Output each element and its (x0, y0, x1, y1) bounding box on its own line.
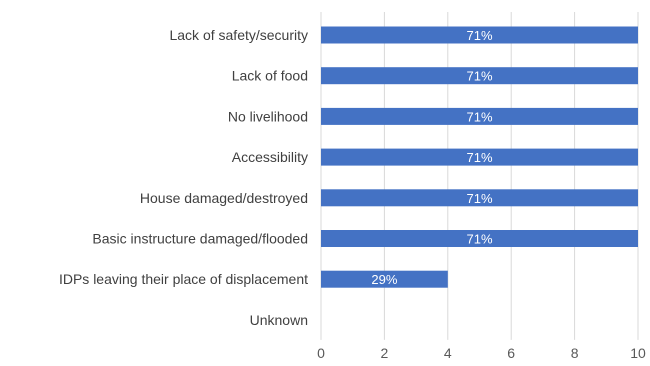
category-label: Accessibility (232, 149, 308, 165)
data-label: 71% (466, 69, 492, 84)
bars (321, 26, 638, 288)
gridlines (320, 12, 639, 340)
bar (321, 67, 638, 85)
category-label: Lack of safety/security (169, 27, 308, 43)
category-label: Basic instructure damaged/flooded (92, 231, 308, 247)
category-label: Unknown (250, 312, 308, 328)
data-label: 71% (466, 28, 492, 43)
x-tick-label: 2 (381, 345, 389, 361)
data-label: 71% (466, 232, 492, 247)
data-labels: 71% 71% 71% 71% 71% 71% 29% (371, 28, 493, 287)
data-label: 71% (466, 150, 492, 165)
bar (321, 148, 638, 166)
bar (321, 270, 448, 288)
category-label: No livelihood (228, 108, 308, 124)
category-label: IDPs leaving their place of displacement (59, 271, 308, 287)
bar (321, 230, 638, 247)
x-axis-ticks: 0 2 4 6 8 10 (317, 345, 646, 361)
category-label: House damaged/destroyed (140, 190, 308, 206)
bar (321, 107, 638, 125)
bar (321, 189, 638, 207)
data-label: 71% (466, 191, 492, 206)
category-labels: Lack of safety/security Lack of food No li… (59, 27, 308, 328)
x-tick-label: 4 (444, 345, 452, 361)
bar (321, 26, 638, 44)
data-label: 71% (466, 109, 492, 124)
x-tick-label: 6 (507, 345, 515, 361)
data-label: 29% (371, 272, 397, 287)
x-tick-label: 8 (571, 345, 579, 361)
x-tick-label: 10 (630, 345, 646, 361)
category-label: Lack of food (232, 68, 308, 84)
x-tick-label: 0 (317, 345, 325, 361)
